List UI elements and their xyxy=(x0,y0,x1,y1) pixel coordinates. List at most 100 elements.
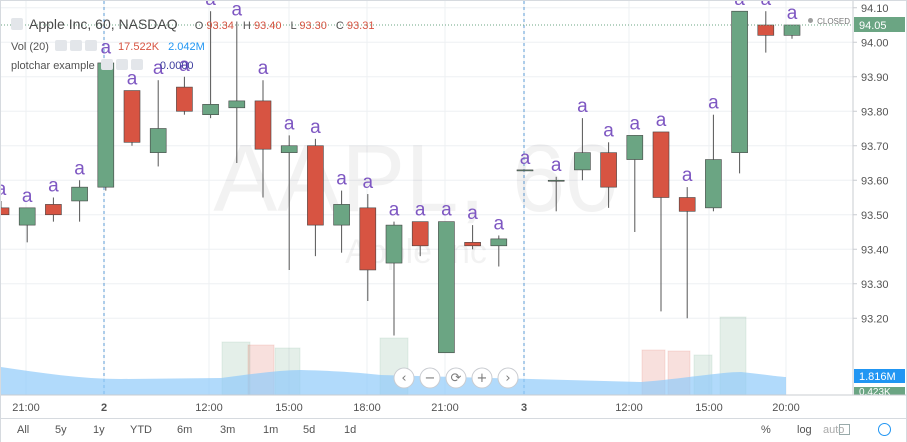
range-toolbar: All 5y 1y YTD 6m 3m 1m 5d 1d % log auto xyxy=(1,418,906,442)
candle-body xyxy=(385,224,403,264)
candle-body xyxy=(547,179,565,182)
range-button-6m[interactable]: 6m xyxy=(177,424,193,436)
candle-body xyxy=(731,10,748,153)
plotchar-mark: a xyxy=(787,3,798,24)
chart-settings-icon[interactable] xyxy=(878,423,891,436)
volume-label: 0.423K xyxy=(859,387,891,398)
range-button-1y[interactable]: 1y xyxy=(93,424,105,436)
close-label: C xyxy=(335,20,344,32)
plotchar-mark: a xyxy=(74,158,85,179)
candle-body xyxy=(202,104,219,115)
range-button-5d[interactable]: 5d xyxy=(303,424,316,436)
vol-ma-value: 2.042M xyxy=(168,41,205,53)
zoom-control-button[interactable] xyxy=(497,367,519,389)
plotchar-mark: a xyxy=(1,179,7,200)
percent-scale-button[interactable]: % xyxy=(761,424,771,436)
candle-body xyxy=(149,128,167,153)
plotchar-mark: a xyxy=(467,203,478,224)
plotchar-mark: a xyxy=(761,1,772,10)
plotchar-mark: a xyxy=(734,1,745,10)
close-icon[interactable] xyxy=(84,40,97,51)
y-tick-label: 93.20 xyxy=(861,313,889,325)
vol-value: 17.522K xyxy=(118,41,160,53)
zoom-control-icon[interactable]: − xyxy=(425,371,436,386)
plotchar-mark: a xyxy=(441,200,452,221)
plotchar-mark: a xyxy=(127,69,138,90)
candle-body xyxy=(176,86,193,112)
plotchar-mark: a xyxy=(520,148,531,169)
fullscreen-icon[interactable] xyxy=(839,424,850,435)
volume-ma-area xyxy=(1,367,786,395)
eye-icon[interactable] xyxy=(54,40,67,51)
close-value: 93.31 xyxy=(346,20,375,32)
log-scale-button[interactable]: log xyxy=(797,424,812,436)
status-dot-icon xyxy=(808,18,814,23)
range-button-1m[interactable]: 1m xyxy=(263,424,279,436)
candle-body xyxy=(652,131,670,198)
zoom-control-icon[interactable]: + xyxy=(477,371,488,386)
candle-body xyxy=(574,152,591,171)
x-tick-label: 20:00 xyxy=(772,402,800,414)
zoom-control-button[interactable] xyxy=(393,367,415,389)
candle-body xyxy=(516,169,534,172)
candle-body xyxy=(626,135,644,160)
zoom-control-button[interactable] xyxy=(419,367,441,389)
market-status: CLOSED xyxy=(808,17,850,26)
plotchar-mark: a xyxy=(310,117,321,138)
high-value: 93.40 xyxy=(253,20,282,32)
volume-ma-label: 1.816M xyxy=(859,371,896,383)
x-tick-label: 15:00 xyxy=(695,402,723,414)
settings-icon[interactable] xyxy=(115,59,128,70)
zoom-control-icon[interactable]: ⟳ xyxy=(451,371,462,386)
candle-body xyxy=(757,24,775,36)
plotchar-mark: a xyxy=(656,110,667,131)
range-button-3m[interactable]: 3m xyxy=(220,424,236,436)
high-label: H xyxy=(242,20,251,32)
plotchar-mark: a xyxy=(603,120,614,141)
collapse-icon[interactable] xyxy=(11,18,23,30)
candle-body xyxy=(228,100,246,109)
market-status-label: CLOSED xyxy=(817,17,850,26)
plotchar-mark: a xyxy=(101,38,112,59)
range-button-ytd[interactable]: YTD xyxy=(130,424,152,436)
plotchar-mark: a xyxy=(415,200,426,221)
last-price-label: 94.05 xyxy=(859,20,887,32)
symbol-legend: Apple Inc, 60, NASDAQ O 93.34 H 93.40 L … xyxy=(11,16,374,32)
volume-tag xyxy=(854,387,905,395)
plotchar-mark: a xyxy=(284,113,295,134)
x-tick-label: 12:00 xyxy=(615,402,643,414)
zoom-control-icon[interactable]: ‹ xyxy=(401,371,406,386)
range-button-all[interactable]: All xyxy=(17,424,30,436)
x-tick-label: 21:00 xyxy=(431,402,459,414)
plotchar-mark: a xyxy=(630,113,641,134)
open-value: 93.34 xyxy=(206,20,234,32)
settings-icon[interactable] xyxy=(69,40,82,51)
x-tick-label: 18:00 xyxy=(353,402,381,414)
eye-icon[interactable] xyxy=(100,59,113,70)
plotchar-label: plotchar example xyxy=(11,60,95,72)
plotchar-mark: a xyxy=(22,186,33,207)
candle-body xyxy=(280,145,298,153)
y-tick-label: 93.60 xyxy=(861,175,889,187)
plotchar-mark: a xyxy=(258,58,269,79)
zoom-control-button[interactable] xyxy=(445,367,467,389)
y-tick-label: 93.50 xyxy=(861,210,889,222)
plotchar-mark: a xyxy=(551,155,562,176)
candle-body xyxy=(600,152,617,188)
zoom-control-button[interactable] xyxy=(471,367,493,389)
plotchar-mark: a xyxy=(153,58,164,79)
x-tick-label: 21:00 xyxy=(12,402,40,414)
candle-body xyxy=(1,207,10,216)
zoom-control-icon[interactable]: › xyxy=(505,371,510,386)
x-tick-label: 3 xyxy=(521,402,527,414)
plotchar-legend: plotchar example 0.0000 xyxy=(11,59,194,72)
candle-body xyxy=(464,242,481,247)
y-tick-label: 94.10 xyxy=(861,3,889,15)
range-button-5y[interactable]: 5y xyxy=(55,424,67,436)
range-button-1d[interactable]: 1d xyxy=(344,424,357,436)
plotchar-mark: a xyxy=(494,213,505,234)
plotchar-value: 0.0000 xyxy=(159,60,194,72)
close-icon[interactable] xyxy=(130,59,143,70)
candle-body xyxy=(678,197,696,212)
